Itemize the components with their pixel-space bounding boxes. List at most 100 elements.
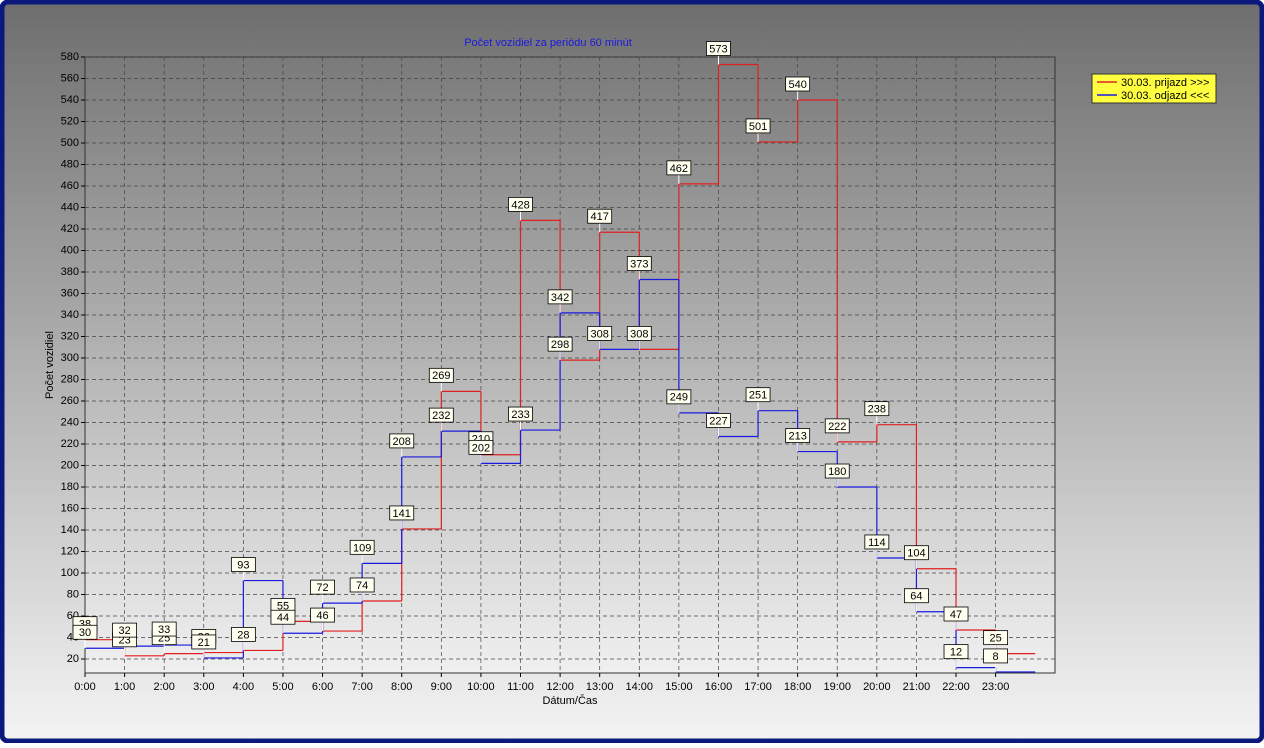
- data-label: 540: [788, 79, 806, 91]
- data-label: 28: [237, 629, 249, 641]
- y-tick-label: 260: [61, 395, 79, 407]
- y-tick-label: 320: [61, 330, 79, 342]
- x-tick-label: 13:00: [586, 681, 614, 693]
- y-tick-label: 440: [61, 201, 79, 213]
- data-label: 104: [907, 548, 925, 560]
- data-label-box: [310, 607, 335, 623]
- data-label-box: [626, 256, 652, 271]
- data-label-box: [270, 609, 296, 625]
- data-label: 213: [788, 430, 806, 442]
- y-tick-label: 140: [61, 524, 79, 536]
- data-label-box: [151, 621, 177, 637]
- x-tick-label: 21:00: [903, 681, 931, 693]
- data-label: 462: [670, 163, 688, 175]
- data-label-box: [785, 76, 811, 92]
- plot-area: [84, 56, 1056, 674]
- data-label: 25: [989, 633, 1001, 645]
- data-label-box: [706, 413, 731, 428]
- data-label: 501: [749, 121, 767, 133]
- data-label-box: [230, 627, 256, 642]
- data-label: 298: [551, 339, 569, 351]
- data-label: 109: [353, 542, 371, 554]
- data-label-box: [666, 160, 692, 176]
- data-label-box: [468, 439, 494, 455]
- y-tick-label: 560: [61, 72, 79, 84]
- data-label: 269: [432, 370, 450, 382]
- data-label: 30: [79, 627, 91, 639]
- y-tick-label: 540: [61, 94, 79, 106]
- x-tick-label: 20:00: [863, 681, 891, 693]
- x-tick-label: 14:00: [626, 681, 654, 693]
- data-label: 47: [950, 609, 962, 621]
- data-label: 21: [198, 637, 210, 649]
- data-label: 114: [868, 537, 886, 549]
- data-label: 202: [472, 442, 490, 454]
- data-label-box: [745, 118, 771, 134]
- x-tick-label: 19:00: [823, 681, 851, 693]
- data-label: 238: [868, 404, 886, 416]
- x-tick-label: 16:00: [705, 681, 733, 693]
- x-tick-label: 11:00: [507, 681, 534, 693]
- data-label: 180: [828, 466, 846, 478]
- data-label-box: [349, 539, 375, 555]
- data-label-box: [983, 630, 1009, 646]
- data-label-box: [943, 606, 969, 622]
- x-tick-label: 10:00: [467, 681, 495, 693]
- data-label: 12: [950, 647, 962, 659]
- data-label: 208: [393, 436, 411, 448]
- x-tick-label: 6:00: [312, 681, 333, 693]
- data-label-box: [587, 208, 613, 224]
- y-tick-label: 120: [61, 545, 79, 557]
- data-label-box: [587, 326, 613, 341]
- data-label: 93: [237, 559, 249, 571]
- y-tick-label: 20: [67, 653, 79, 665]
- x-tick-label: 3:00: [193, 681, 214, 693]
- x-axis-label: Dátum/Čas: [542, 694, 598, 707]
- legend-label: 30.03. odjazd <<<: [1121, 90, 1209, 102]
- data-label: 232: [432, 410, 450, 422]
- chart-title: Počet vozidiel za periódu 60 minút: [464, 37, 632, 49]
- y-tick-label: 160: [61, 502, 79, 514]
- data-label: 33: [158, 624, 170, 636]
- data-label-box: [864, 534, 890, 550]
- x-tick-label: 17:00: [744, 681, 772, 693]
- y-tick-label: 400: [61, 244, 79, 256]
- x-tick-label: 12:00: [546, 681, 574, 693]
- data-label-box: [706, 41, 731, 56]
- x-tick-label: 9:00: [431, 681, 452, 693]
- data-label: 342: [551, 292, 569, 304]
- data-label-box: [626, 326, 652, 341]
- x-tick-label: 22:00: [942, 681, 970, 693]
- data-label: 64: [910, 591, 922, 603]
- x-tick-label: 18:00: [784, 681, 812, 693]
- data-label: 72: [316, 582, 328, 594]
- data-label: 308: [591, 328, 609, 340]
- x-tick-label: 7:00: [351, 681, 372, 693]
- x-tick-label: 5:00: [272, 681, 293, 693]
- y-tick-label: 580: [61, 51, 79, 63]
- data-label-box: [72, 624, 98, 640]
- data-label-box: [508, 406, 533, 422]
- data-label: 74: [356, 580, 368, 592]
- y-tick-label: 480: [61, 158, 79, 170]
- y-axis-label: Počet vozidiel: [44, 331, 56, 399]
- data-label: 373: [630, 258, 648, 270]
- y-tick-label: 200: [61, 459, 79, 471]
- data-label-box: [666, 389, 692, 405]
- data-label-box: [428, 407, 454, 423]
- x-tick-label: 0:00: [74, 681, 95, 693]
- y-tick-label: 240: [61, 416, 79, 428]
- y-tick-label: 180: [61, 481, 79, 493]
- y-tick-label: 500: [61, 137, 79, 149]
- data-label: 308: [630, 328, 648, 340]
- x-tick-label: 2:00: [153, 681, 174, 693]
- data-label-box: [389, 433, 415, 449]
- data-label-box: [824, 418, 850, 434]
- y-tick-label: 80: [67, 588, 79, 600]
- data-label-box: [191, 634, 217, 650]
- data-label: 251: [749, 390, 767, 402]
- series: [85, 278, 1036, 673]
- y-tick-label: 420: [61, 223, 79, 235]
- data-label: 222: [828, 421, 846, 433]
